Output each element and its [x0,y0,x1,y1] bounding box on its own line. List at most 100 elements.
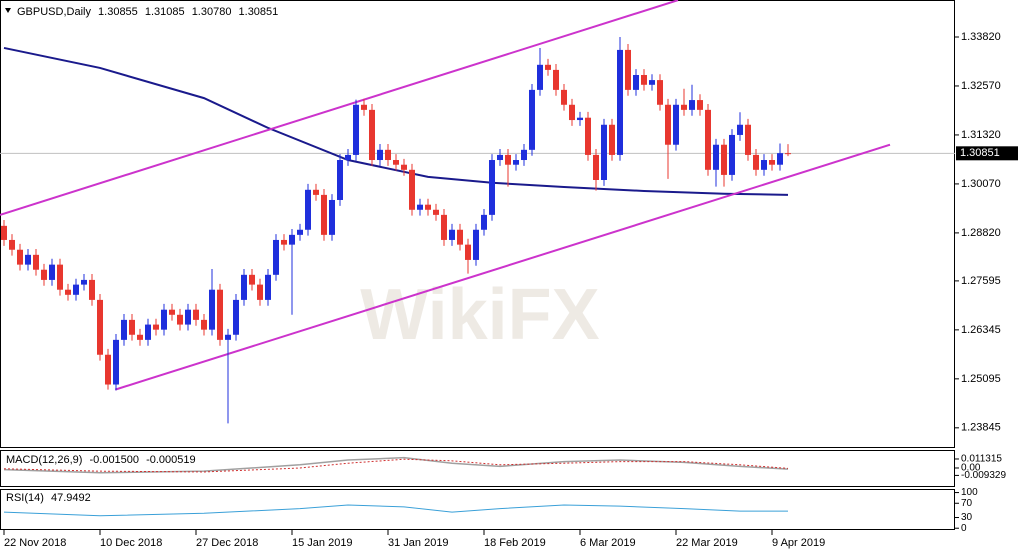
candle-body [713,144,719,170]
open: 1.30855 [98,6,138,18]
candle-body [505,154,511,165]
macd-line [3,456,789,474]
candle-body [697,100,703,110]
candle-body [729,134,735,175]
candle-body [577,117,583,121]
candle-body [537,64,543,90]
candle-body [281,239,287,245]
candle-body [753,154,759,170]
candle-body [601,124,607,180]
candle-body [217,289,223,340]
candle-body [369,109,375,161]
x-tick-label: 10 Dec 2018 [100,537,162,549]
candle-body [65,289,71,295]
candle-body [81,279,87,285]
candle-body [561,89,567,105]
candle-body [425,204,431,210]
symbol: GBPUSD,Daily [17,6,91,18]
candle-body [361,104,367,110]
candle-body [97,299,103,355]
candle-body [409,169,415,210]
candle-body [513,160,519,165]
candle-body [745,124,751,155]
candle-body [201,319,207,330]
high: 1.31085 [145,6,185,18]
moving-average [3,46,789,196]
candle-body [25,254,31,265]
trendline [114,143,891,391]
current-price-box [956,146,1018,161]
candle-body [313,189,319,195]
y-tick-label: 0 [961,523,967,534]
plot-area [0,0,955,424]
candle-body [321,194,327,235]
menu-arrow [5,8,11,13]
macd-panel [0,450,955,487]
candle-body [113,339,119,385]
watermark: WikiFX [360,275,599,355]
candle-body [489,160,495,215]
candle-body [441,214,447,240]
candle-body [529,89,535,150]
candle-body [105,354,111,385]
candle-body [777,153,783,165]
y-tick-label: 1.28820 [961,227,1001,239]
candle-body [161,309,167,330]
candle-body [257,284,263,300]
candle-body [521,149,527,161]
candle-body [449,229,455,240]
candle-body [545,64,551,70]
x-tick-label: 22 Mar 2019 [676,537,738,549]
candle-body [9,239,15,250]
signal-value: -0.000519 [146,454,196,466]
y-tick-label: 70 [961,498,973,509]
candle-body [153,324,159,330]
candle-body [353,104,359,155]
candle-body [73,284,79,295]
candle-body [145,324,151,340]
x-tick-label: 9 Apr 2019 [772,537,825,549]
macd-title: MACD(12,26,9) [6,454,82,466]
trendline [0,0,679,216]
candle-body [609,124,615,155]
main-panel [0,0,955,448]
candle-body [193,309,199,320]
x-tick-label: 18 Feb 2019 [484,537,546,549]
candle-body [169,309,175,315]
candle-body [297,229,303,235]
candle-body [689,100,695,110]
candle-body [225,334,231,340]
candle-body [249,274,255,285]
candle-body [761,160,767,170]
low: 1.30780 [192,6,232,18]
candle-body [705,109,711,170]
y-tick-label: 1.26345 [961,324,1001,336]
y-tick-label: 1.23845 [961,422,1001,434]
candle-body [665,104,671,145]
candle-body [137,334,143,340]
candle-body [721,144,727,175]
candle-body [209,289,215,330]
candle-body [417,204,423,210]
candle-body [401,164,407,170]
candle-body [273,239,279,275]
x-tick-label: 6 Mar 2019 [580,537,636,549]
candle-body [465,244,471,260]
header: GBPUSD,Daily 1.30855 1.31085 1.30780 1.3… [17,6,278,18]
candle-body [625,49,631,90]
candle-body [1,225,7,240]
y-tick-label: 30 [961,512,973,523]
rsi-header: RSI(14) 47.9492 [6,492,91,504]
candle-body [377,149,383,161]
y-tick-label: 1.27595 [961,275,1001,287]
candle-body [393,160,399,165]
candle-body [41,269,47,280]
x-tick-label: 22 Nov 2018 [4,537,66,549]
y-tick-label: 1.25095 [961,373,1001,385]
candle-body [33,254,39,270]
y-tick-label: 1.32570 [961,80,1001,92]
candle-body [185,309,191,325]
candle-body [617,49,623,155]
